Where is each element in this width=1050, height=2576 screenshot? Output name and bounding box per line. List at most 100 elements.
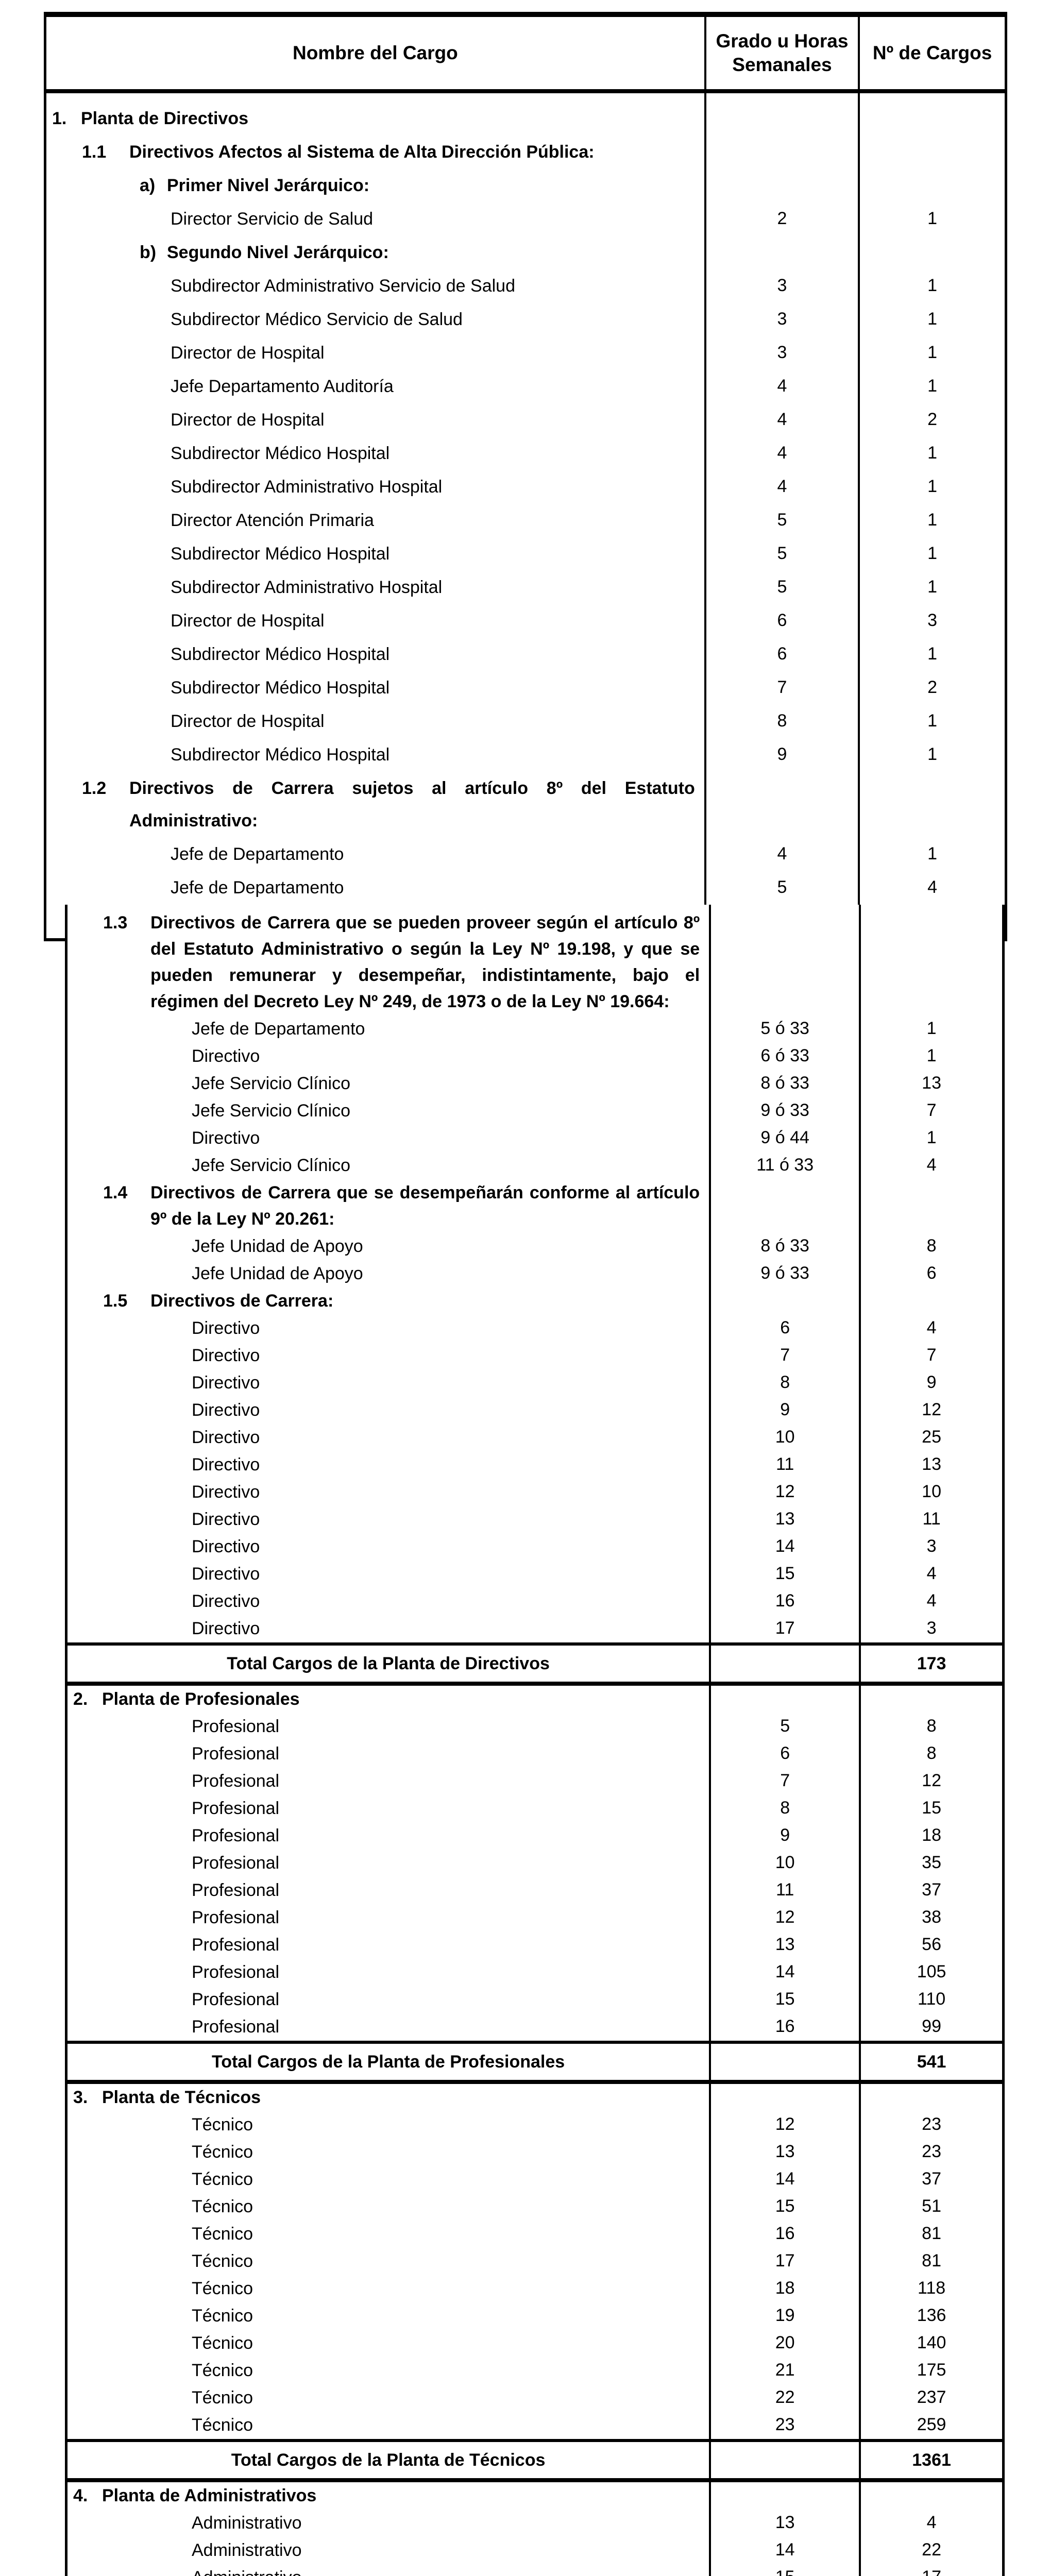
num-cargos-cell: 1361: [860, 2439, 1004, 2482]
cargo-name: Técnico: [68, 2330, 700, 2357]
grado-cell: 4: [705, 403, 860, 437]
num-cargos-cell: 3: [926, 1536, 937, 1556]
cargo-name-cell: Directivo: [66, 1561, 712, 1588]
cargo-name: 3. Planta de Técnicos: [68, 2084, 700, 2111]
cargo-name-cell: Director de Hospital: [45, 604, 706, 638]
cargo-name-cell: Directivo: [66, 1369, 712, 1397]
grado-cell: 17: [710, 1615, 861, 1644]
cargo-label: Profesional: [192, 1826, 280, 1845]
cargo-name-cell: Director Atención Primaria: [45, 504, 706, 537]
cargo-label: Planta de Administrativos: [102, 2486, 317, 2505]
cargo-label: Profesional: [192, 1908, 280, 1927]
cargo-name-cell: Profesional: [66, 1959, 712, 1986]
cargo-name-cell: Director de Hospital: [45, 705, 706, 738]
section-number: 4.: [73, 2486, 88, 2505]
cargo-label: Técnico: [192, 2115, 253, 2134]
cargo-name-cell: Directivo: [66, 1451, 712, 1479]
cargo-label: Director de Hospital: [171, 410, 325, 430]
grado-cell: 5: [705, 537, 860, 571]
grado-cell: 5: [705, 571, 860, 604]
table-row: Director Servicio de Salud 2 1: [45, 202, 1006, 236]
table-row: Profesional 8 15: [66, 1795, 1004, 1822]
table-header: Nombre del Cargo Grado u Horas Semanales…: [45, 14, 1006, 93]
cargo-name: Subdirector Administrativo Hospital: [47, 471, 695, 503]
table-row: Profesional 15 110: [66, 1986, 1004, 2013]
grado-cell: 14: [710, 1533, 861, 1561]
cargo-name: Profesional: [68, 1714, 700, 1740]
column-header-nombre-del-cargo: Nombre del Cargo: [45, 14, 706, 93]
num-cargos-cell: [859, 236, 1006, 269]
grado-cell: 9 ó 44: [710, 1125, 861, 1152]
num-cargos-cell: 23: [922, 2142, 941, 2161]
total-row: Total Cargos de la Planta de Profesional…: [66, 2041, 1004, 2084]
cargo-name: Técnico: [68, 2112, 700, 2138]
cargo-name: Jefe de Departamento: [68, 1016, 700, 1042]
table-row: Técnico 19 136: [66, 2302, 1004, 2330]
total-label-cell: Total Cargos de la Planta de Directivos: [66, 1642, 712, 1686]
cargo-label: Técnico: [192, 2197, 253, 2216]
num-cargos-cell: 18: [922, 1825, 941, 1845]
grado-cell: 3: [705, 303, 860, 336]
section-number: 2.: [73, 1689, 88, 1709]
table-row: Técnico 21 175: [66, 2357, 1004, 2384]
num-cargos-cell: 110: [917, 1989, 946, 2009]
num-cargos-cell: [859, 169, 1006, 202]
grado-cell: 16: [710, 2221, 861, 2248]
grado-cell: 7: [705, 671, 860, 705]
cargo-name: Profesional: [68, 1741, 700, 1767]
cargo-name: Subdirector Médico Hospital: [47, 538, 695, 570]
cargo-name: Técnico: [68, 2221, 700, 2247]
num-cargos-cell: 1: [927, 343, 938, 362]
grado-cell: 14: [710, 2537, 861, 2564]
cargo-label: Subdirector Administrativo Hospital: [171, 477, 443, 497]
cargo-name-cell: Jefe Servicio Clínico: [66, 1097, 712, 1125]
num-cargos-cell: 37: [922, 2169, 941, 2189]
num-cargos-cell: 11: [922, 1509, 941, 1529]
table-row: Directivo 13 11: [66, 1506, 1004, 1533]
cargo-name-cell: Subdirector Médico Hospital: [45, 437, 706, 470]
cargo-name-cell: Jefe Departamento Auditoría: [45, 370, 706, 403]
table-row: Jefe de Departamento 4 1: [45, 838, 1006, 871]
cargo-name-cell: Técnico: [66, 2111, 712, 2139]
table-row: Administrativo 13 4: [66, 2510, 1004, 2537]
num-cargos-cell: 1: [927, 209, 938, 228]
grado-cell: 19: [710, 2302, 861, 2330]
grado-cell: 16: [710, 2013, 861, 2042]
cargo-name: Directivo: [68, 1561, 700, 1587]
table-row: Profesional 7 12: [66, 1768, 1004, 1795]
grado-cell: 7: [710, 1342, 861, 1369]
num-cargos-cell: [859, 135, 1006, 169]
grado-cell: [710, 1287, 861, 1315]
num-cargos-cell: 140: [917, 2333, 946, 2352]
grado-cell: 15: [710, 2193, 861, 2221]
grado-cell: [710, 2480, 861, 2510]
grado-cell: 13: [710, 2510, 861, 2537]
grado-cell: [705, 91, 860, 135]
cargo-name: Profesional: [68, 1850, 700, 1876]
num-cargos-cell: 25: [922, 1427, 941, 1447]
table-row: Jefe de Departamento 5 4: [45, 871, 1006, 905]
table-row: Administrativo 1517: [66, 2564, 1004, 2576]
total-label-cell: Total Cargos de la Planta de Profesional…: [66, 2041, 712, 2084]
grado-cell: 13: [710, 1931, 861, 1959]
column-header-grado-horas: Grado u Horas Semanales: [705, 14, 860, 93]
cargo-name-cell: 1.5 Directivos de Carrera:: [66, 1287, 712, 1315]
cargo-name-cell: Directivo: [66, 1397, 712, 1424]
cargo-name: Director de Hospital: [47, 337, 695, 369]
grado-cell: 8 ó 33: [710, 1233, 861, 1260]
cargo-name: Director de Hospital: [47, 705, 695, 738]
table-row: Profesional 12 38: [66, 1904, 1004, 1931]
cargo-name-cell: Subdirector Médico Hospital: [45, 671, 706, 705]
table-row: Técnico 13 23: [66, 2139, 1004, 2166]
grado-cell: 13: [710, 2139, 861, 2166]
grado-cell: 11: [710, 1877, 861, 1904]
cargo-name: Profesional: [68, 1877, 700, 1904]
cargo-label: Director de Hospital: [171, 611, 325, 631]
num-cargos-cell: 1: [927, 711, 938, 731]
cargo-name: Directivo: [68, 1043, 700, 1070]
total-label-cell: Total Cargos de la Planta de Técnicos: [66, 2439, 712, 2482]
num-cargos-cell: 118: [917, 2278, 946, 2298]
cargo-name: Directivo: [68, 1452, 700, 1478]
num-cargos-cell: 56: [922, 1935, 941, 1954]
